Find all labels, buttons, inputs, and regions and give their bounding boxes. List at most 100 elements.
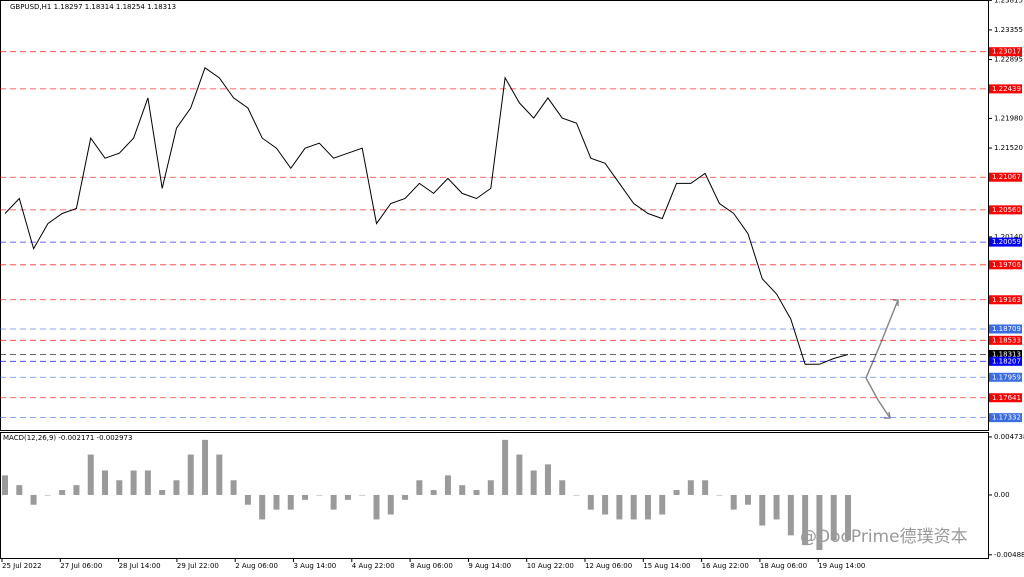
macd-bar xyxy=(330,494,337,510)
x-tick-label: 2 Aug 06:00 xyxy=(235,562,278,570)
macd-bar xyxy=(544,464,551,495)
macd-bar xyxy=(187,454,194,495)
level-tag xyxy=(989,295,1022,305)
macd-bar xyxy=(616,494,623,520)
macd-bar xyxy=(202,439,209,495)
level-tag xyxy=(989,324,1022,334)
macd-bar xyxy=(444,475,451,495)
level-tag xyxy=(989,335,1022,345)
x-tick-label: 8 Aug 06:00 xyxy=(410,562,453,570)
macd-bar xyxy=(259,494,266,520)
macd-bar xyxy=(373,494,380,520)
x-tick-label: 12 Aug 06:00 xyxy=(585,562,632,570)
macd-bar xyxy=(630,494,637,520)
level-label: 1.17959 xyxy=(992,373,1021,381)
macd-bar xyxy=(687,480,694,495)
level-label: 1.20059 xyxy=(992,238,1021,246)
macd-bar xyxy=(116,480,123,495)
arrow-down xyxy=(865,377,891,419)
level-tag xyxy=(989,84,1022,94)
macd-bar xyxy=(159,490,166,495)
level-label: 1.18533 xyxy=(992,336,1021,344)
macd-bar xyxy=(602,494,609,515)
macd-bar xyxy=(73,485,80,495)
macd-bar xyxy=(2,475,8,495)
macd-bar xyxy=(302,494,309,500)
level-tag xyxy=(989,356,1022,366)
macd-bar xyxy=(287,494,294,510)
macd-bar xyxy=(459,485,466,495)
macd-bar xyxy=(744,494,751,505)
macd-bar xyxy=(273,494,280,510)
price-line xyxy=(4,67,849,365)
macd-bar xyxy=(359,494,366,496)
x-tick-label: 19 Aug 14:00 xyxy=(818,562,865,570)
watermark: @DooPrime德璞资本 xyxy=(800,527,968,547)
level-tag xyxy=(989,413,1022,423)
macd-bar xyxy=(30,494,37,505)
level-tag xyxy=(989,260,1022,270)
macd-bar xyxy=(487,480,494,495)
level-tag xyxy=(989,237,1022,247)
level-tag xyxy=(989,205,1022,215)
macd-pane xyxy=(0,432,989,559)
level-label: 1.23017 xyxy=(992,48,1021,56)
macd-bar xyxy=(502,439,509,495)
symbol-title: GBPUSD,H1 1.18297 1.18314 1.18254 1.1831… xyxy=(10,3,176,11)
macd-bar xyxy=(430,490,437,495)
level-label: 1.20560 xyxy=(992,206,1021,214)
macd-bar xyxy=(416,480,423,495)
macd-bar xyxy=(344,494,351,500)
macd-bar xyxy=(787,494,794,536)
macd-bar xyxy=(587,494,594,510)
y-tick-label: 1.21520 xyxy=(994,144,1023,152)
x-tick-label: 16 Aug 22:00 xyxy=(702,562,749,570)
level-tag xyxy=(989,349,1022,359)
macd-bar xyxy=(402,494,409,500)
level-label: 1.19706 xyxy=(992,261,1021,269)
macd-bar xyxy=(16,485,23,495)
y-tick-label: 1.23815 xyxy=(994,0,1023,4)
x-tick-label: 10 Aug 22:00 xyxy=(527,562,574,570)
macd-bar xyxy=(716,494,723,496)
level-label: 1.17332 xyxy=(992,414,1021,422)
level-label: 1.18207 xyxy=(992,357,1021,365)
level-label: 1.17641 xyxy=(992,394,1021,402)
level-tag xyxy=(989,47,1022,57)
x-tick-label: 25 Jul 2022 xyxy=(2,562,42,570)
x-tick-label: 4 Aug 22:00 xyxy=(352,562,395,570)
x-tick-label: 15 Aug 14:00 xyxy=(643,562,690,570)
macd-bar xyxy=(644,494,651,520)
level-tag xyxy=(989,172,1022,182)
y-tick-label: 1.21980 xyxy=(994,114,1023,122)
macd-bar xyxy=(516,454,523,495)
x-tick-label: 29 Jul 22:00 xyxy=(177,562,219,570)
macd-bar xyxy=(730,494,737,510)
macd-bar xyxy=(316,494,323,496)
macd-bar xyxy=(816,494,823,551)
x-tick-label: 9 Aug 14:00 xyxy=(468,562,511,570)
macd-bar xyxy=(559,480,566,495)
price-pane xyxy=(0,0,989,431)
x-tick-label: 27 Jul 06:00 xyxy=(60,562,102,570)
macd-bar xyxy=(230,480,237,495)
macd-bar xyxy=(102,470,109,495)
level-label: 1.18313 xyxy=(992,350,1021,358)
x-tick-label: 3 Aug 14:00 xyxy=(294,562,337,570)
macd-bar xyxy=(87,454,94,495)
y-tick-label: 0.00 xyxy=(994,491,1010,499)
y-tick-label: 0.004738 xyxy=(994,433,1024,441)
level-label: 1.19163 xyxy=(992,296,1021,304)
x-tick-label: 28 Jul 14:00 xyxy=(119,562,161,570)
level-label: 1.22439 xyxy=(992,85,1021,93)
macd-title: MACD(12,26,9) -0.002171 -0.002973 xyxy=(3,434,132,442)
macd-bar xyxy=(59,490,66,495)
macd-bar xyxy=(144,470,151,495)
level-tag xyxy=(989,372,1022,382)
macd-bar xyxy=(173,480,180,495)
y-tick-label: 1.22895 xyxy=(994,56,1023,64)
macd-bar xyxy=(773,494,780,520)
level-label: 1.18709 xyxy=(992,325,1021,333)
